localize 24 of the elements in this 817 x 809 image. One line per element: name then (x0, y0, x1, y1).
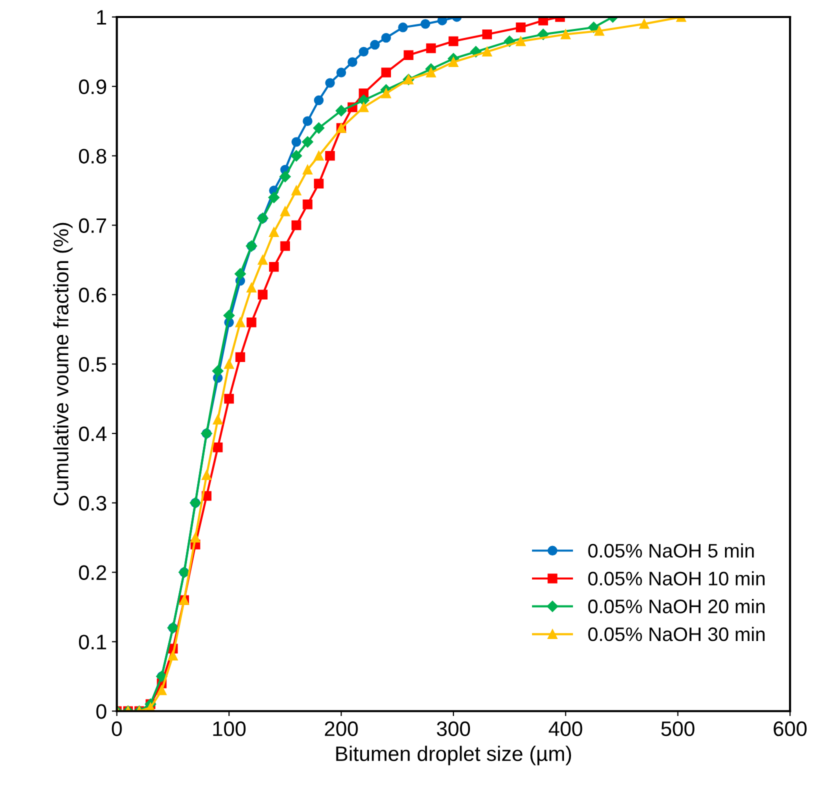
x-axis-title: Bitumen droplet size (µm) (336, 746, 572, 766)
x-tick-label: 500 (661, 721, 694, 736)
x-tick-label: 200 (324, 721, 358, 736)
y-tick-label: 0.2 (78, 565, 106, 580)
y-tick-label: 0 (96, 704, 106, 719)
x-tick-label: 400 (548, 721, 582, 736)
y-tick-label: 0.7 (78, 218, 106, 233)
x-tick-label: 100 (213, 721, 246, 736)
y-tick-label: 0.1 (78, 634, 106, 650)
y-tick-label: 0.9 (78, 79, 106, 94)
x-tick-label: 300 (436, 721, 470, 736)
y-tick-label: 0.3 (78, 496, 106, 511)
y-tick-label: 0.4 (78, 426, 106, 442)
y-tick-label: 0.6 (78, 288, 106, 302)
y-axis-title: Cumulative voume fraction (%) (53, 222, 73, 506)
legend-label: 0.05% NaOH 20 min (588, 599, 765, 614)
y-tick-label: 0.5 (78, 357, 106, 372)
legend-label: 0.05% NaOH 10 min (588, 571, 765, 586)
x-tick-label: 600 (774, 721, 807, 736)
y-tick-label: 0.8 (78, 148, 106, 164)
x-tick-label: 0 (112, 721, 122, 736)
legend-label: 0.05% NaOH 5 min (588, 543, 754, 558)
y-tick-label: 1 (97, 10, 106, 25)
legend-label: 0.05% NaOH 30 min (588, 626, 765, 642)
